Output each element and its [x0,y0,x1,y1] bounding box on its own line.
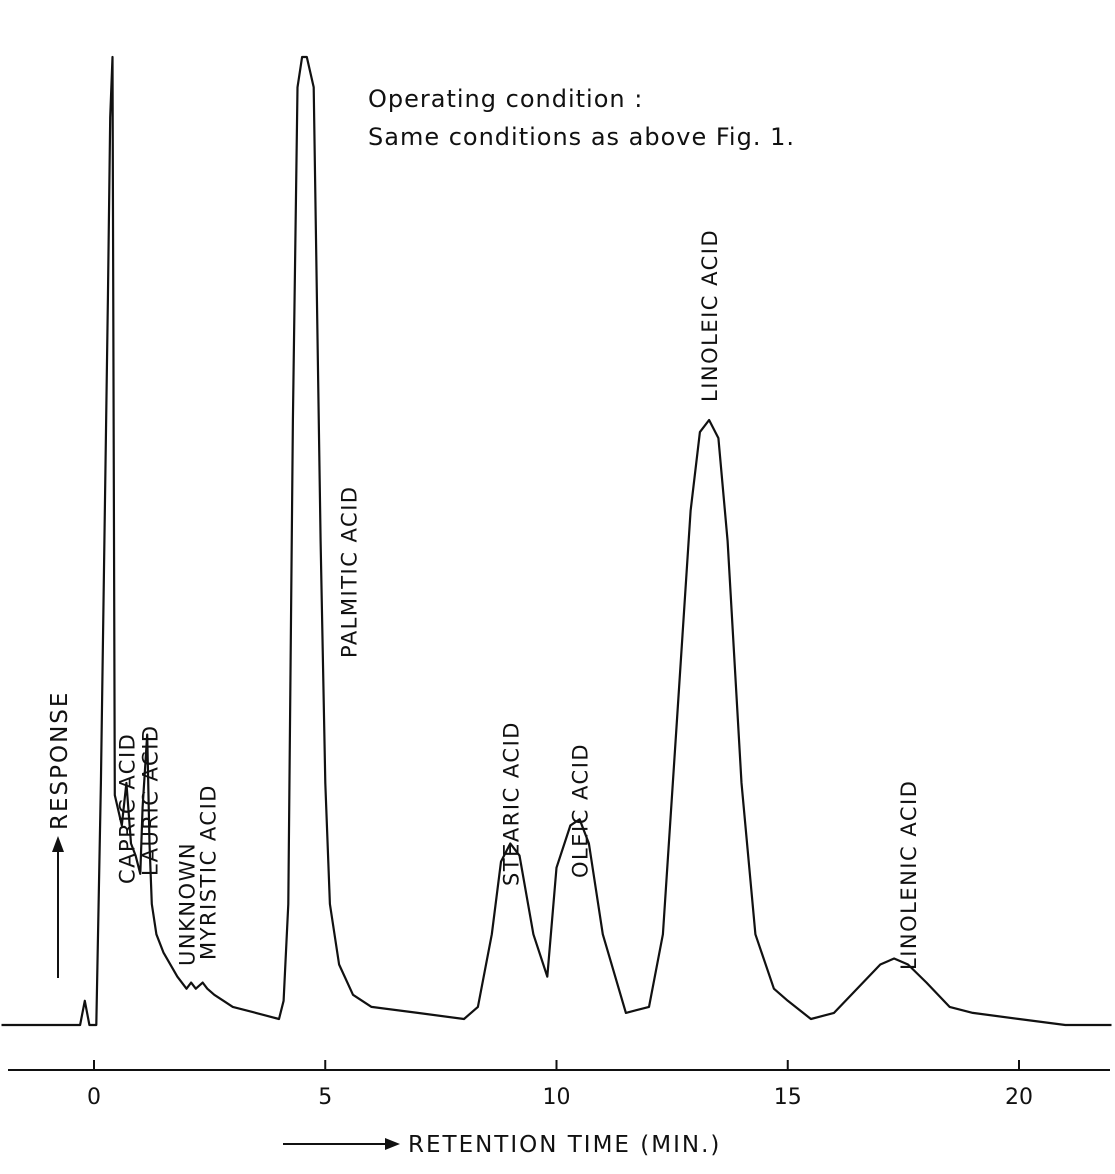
peak-label-unknown: UNKNOWN [176,842,200,966]
x-tick-label: 20 [1005,1085,1033,1110]
operating-condition-title: Operating condition : [368,85,643,113]
peak-label-palmitic-acid: PALMITIC ACID [337,485,361,658]
y-axis-title: RESPONSE [47,691,73,830]
peak-label-linolenic-acid: LINOLENIC ACID [897,780,921,970]
y-axis-arrow-head [52,836,64,852]
x-tick-label: 0 [87,1085,101,1110]
peak-label-oleic-acid: OLEIC ACID [569,743,593,878]
x-axis-title: RETENTION TIME (MIN.) [408,1132,721,1158]
x-axis-title-group: RETENTION TIME (MIN.) [283,1132,721,1158]
x-tick-label: 15 [774,1085,802,1110]
y-axis-label-group: RESPONSE [47,691,73,978]
x-tick-label: 5 [318,1085,332,1110]
peak-label-myristic-acid: MYRISTIC ACID [196,784,220,960]
chromatogram-trace [1,55,1112,1027]
x-ticks: 0 5 10 15 20 [87,1060,1033,1110]
x-tick-label: 10 [543,1085,571,1110]
operating-condition-note: Same conditions as above Fig. 1. [368,123,795,151]
x-axis-arrow-head [385,1138,400,1150]
peak-label-linoleic-acid: LINOLEIC ACID [698,229,722,402]
